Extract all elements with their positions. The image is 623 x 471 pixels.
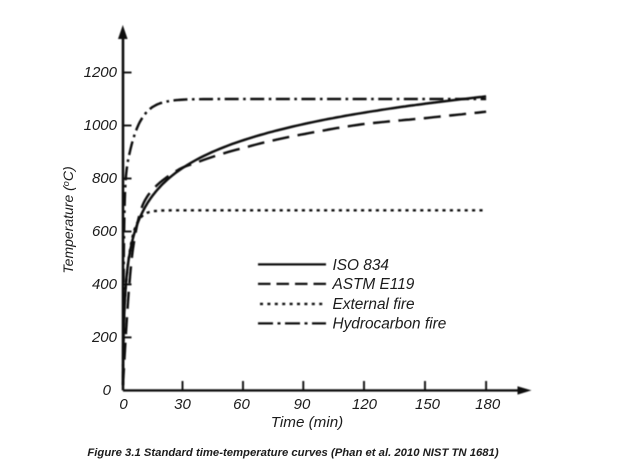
svg-text:Figure 3.1 Standard time-tempe: Figure 3.1 Standard time-temperature cur… [87, 447, 498, 459]
svg-text:0: 0 [119, 396, 128, 413]
svg-text:ISO 834: ISO 834 [333, 257, 389, 274]
svg-text:0: 0 [103, 382, 112, 399]
svg-text:400: 400 [92, 276, 118, 293]
svg-text:150: 150 [415, 396, 441, 413]
svg-text:60: 60 [233, 396, 250, 413]
svg-text:Temperature (oC): Temperature (oC) [60, 166, 76, 273]
svg-text:1000: 1000 [84, 117, 118, 134]
svg-text:200: 200 [91, 329, 118, 346]
svg-text:ASTM E119: ASTM E119 [332, 276, 415, 293]
svg-text:120: 120 [352, 396, 378, 413]
svg-text:600: 600 [92, 223, 118, 240]
svg-text:800: 800 [92, 170, 118, 187]
svg-text:180: 180 [475, 396, 501, 413]
svg-text:Time (min): Time (min) [271, 414, 343, 431]
svg-text:30: 30 [174, 396, 191, 413]
svg-text:External fire: External fire [333, 296, 415, 313]
svg-text:Hydrocarbon fire: Hydrocarbon fire [333, 316, 447, 333]
svg-text:90: 90 [294, 396, 311, 413]
svg-text:1200: 1200 [84, 64, 118, 81]
